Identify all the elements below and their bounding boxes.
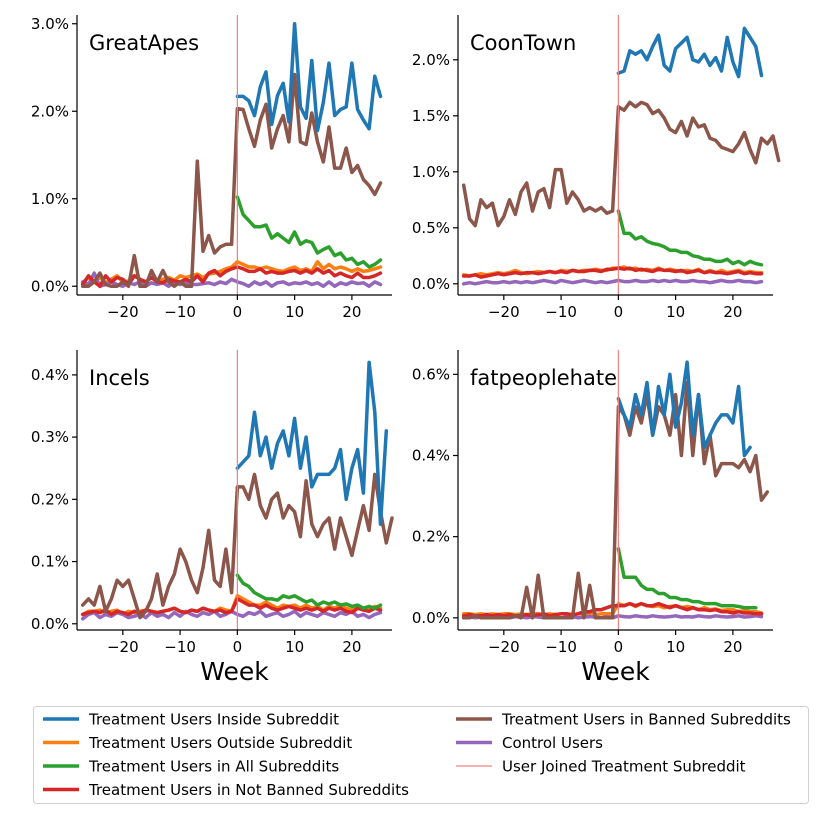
legend-label: Treatment Users in All Subreddits: [88, 758, 339, 776]
series-line-treatment-users-inside-subreddit: [616, 360, 752, 458]
legend-frame: [33, 706, 809, 804]
legend-label: Control Users: [502, 734, 603, 752]
x-tick-label: 0: [233, 638, 243, 656]
x-tick-label: −20: [107, 638, 139, 656]
series-line-treatment-users-inside-subreddit: [235, 22, 383, 133]
x-tick-label: −20: [488, 303, 520, 321]
series-line-treatment-users-in-not-banned-subreddits: [461, 266, 764, 279]
legend-label: User Joined Treatment Subreddit: [502, 758, 746, 776]
x-tick-label: −20: [488, 638, 520, 656]
series-line-treatment-users-in-not-banned-subreddits: [80, 597, 383, 617]
legend-item-treatment-users-inside-subreddit: Treatment Users Inside Subreddit: [43, 711, 339, 729]
y-tick-label: 0.1%: [31, 553, 69, 571]
x-tick-label: 10: [285, 303, 304, 321]
y-tick-label: 0.5%: [412, 219, 450, 237]
legend-label: Treatment Users Inside Subreddit: [88, 711, 339, 729]
x-tick-label: −10: [164, 303, 196, 321]
x-tick-label: 20: [723, 303, 742, 321]
y-tick-label: 1.0%: [412, 163, 450, 181]
y-tick-label: 0.0%: [412, 609, 450, 627]
x-tick-label: −10: [164, 638, 196, 656]
legend-label: Treatment Users Outside Subreddit: [88, 734, 352, 752]
x-tick-label: −20: [107, 303, 139, 321]
y-tick-label: 2.0%: [31, 102, 69, 120]
x-tick-label: −10: [545, 303, 577, 321]
y-tick-label: 0.4%: [412, 447, 450, 465]
series-line-control-users: [80, 271, 383, 289]
x-tick-label: 20: [342, 303, 361, 321]
x-tick-label: 10: [666, 303, 685, 321]
y-tick-label: 1.0%: [31, 190, 69, 208]
y-tick-label: 0.0%: [31, 615, 69, 633]
x-tick-label: 20: [342, 638, 361, 656]
legend-item-treatment-users-in-all-subreddits: Treatment Users in All Subreddits: [43, 758, 339, 776]
legend-label: Treatment Users in Banned Subreddits: [501, 711, 791, 729]
series-line-treatment-users-in-banned-subreddits: [461, 100, 781, 228]
legend-item-control-users: Control Users: [456, 734, 603, 752]
series-line-treatment-users-in-all-subreddits: [235, 195, 383, 269]
x-tick-label: 20: [723, 638, 742, 656]
x-tick-label: 10: [285, 638, 304, 656]
x-tick-label: 0: [614, 303, 624, 321]
y-tick-label: 0.2%: [31, 490, 69, 508]
y-tick-label: 0.6%: [412, 365, 450, 383]
legend: Treatment Users Inside Subreddit Treatmen…: [33, 706, 809, 804]
legend-item-treatment-users-in-banned-subreddits: Treatment Users in Banned Subreddits: [456, 711, 791, 729]
panel-greatapes: 0.0% 1.0% 2.0% 3.0% −20 −10 0 10 20 GreatApes: [31, 15, 392, 321]
x-tick-label: 0: [233, 303, 243, 321]
y-tick-label: 0.4%: [31, 366, 69, 384]
panel-title: GreatApes: [89, 31, 199, 55]
legend-item-user-joined-treatment-subreddit: User Joined Treatment Subreddit: [456, 758, 746, 776]
panel-title: CoonTown: [470, 31, 576, 55]
panel-title: fatpeoplehate: [470, 366, 617, 390]
y-tick-label: 0.3%: [31, 428, 69, 446]
y-tick-label: 0.0%: [31, 277, 69, 295]
series-line-treatment-users-in-not-banned-subreddits: [80, 265, 383, 289]
series-line-control-users: [461, 278, 764, 286]
x-tick-label: −10: [545, 638, 577, 656]
series-line-treatment-users-in-banned-subreddits: [80, 72, 383, 289]
series-line-treatment-users-inside-subreddit: [235, 360, 389, 526]
y-tick-label: 2.0%: [412, 51, 450, 69]
panel-title: Incels: [89, 366, 150, 390]
x-axis-label: Week: [200, 657, 269, 686]
series-line-treatment-users-in-banned-subreddits: [461, 380, 770, 620]
legend-item-treatment-users-in-not-banned-subreddits: Treatment Users in Not Banned Subreddits: [43, 781, 409, 799]
y-tick-label: 3.0%: [31, 15, 69, 33]
panel-incels: 0.0% 0.1% 0.2% 0.3% 0.4% −20 −10 0 10 20 Incels Wee…: [31, 350, 394, 686]
legend-label: Treatment Users in Not Banned Subreddits: [88, 781, 409, 799]
panel-coontown: 0.0% 0.5% 1.0% 1.5% 2.0% −20 −10 0 10 20 CoonTown: [412, 15, 781, 321]
series-line-treatment-users-inside-subreddit: [616, 26, 764, 79]
y-tick-label: 0.0%: [412, 275, 450, 293]
legend-item-treatment-users-outside-subreddit: Treatment Users Outside Subreddit: [43, 734, 352, 752]
series-line-treatment-users-in-all-subreddits: [616, 209, 764, 267]
y-tick-label: 0.2%: [412, 528, 450, 546]
y-tick-label: 1.5%: [412, 107, 450, 125]
x-tick-label: 10: [666, 638, 685, 656]
panel-fatpeoplehate: 0.0% 0.2% 0.4% 0.6% −20 −10 0 10 20 fatpeoplehate…: [412, 350, 773, 686]
series-line-treatment-users-in-all-subreddits: [616, 547, 758, 610]
series-line-treatment-users-in-all-subreddits: [235, 573, 383, 610]
x-tick-label: 0: [614, 638, 624, 656]
x-axis-label: Week: [581, 657, 650, 686]
